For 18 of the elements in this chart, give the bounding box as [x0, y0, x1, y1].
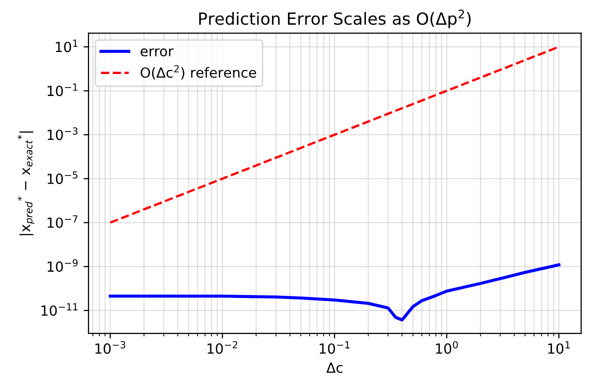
y-tick-label: 10$^{−11}$: [42, 303, 78, 316]
y-tick-label: 10$^{−9}$: [48, 259, 78, 272]
x-axis-title: Δc: [326, 362, 343, 373]
y-tick-label: 10$^{−7}$: [48, 215, 78, 228]
legend-label: error: [140, 48, 174, 56]
x-tick-label: 10$^{−2}$: [208, 341, 238, 354]
y-tick-label: 10$^{1}$: [56, 40, 78, 52]
y-tick-label: 10$^{−1}$: [48, 84, 78, 96]
line-series: [109, 46, 560, 224]
x-tick-label: 10$^{1}$: [548, 341, 570, 354]
chart-title: Prediction Error Scales as O(Δp$^{2}$): [199, 10, 471, 28]
y-tick-label: 10$^{−3}$: [48, 127, 78, 140]
legend-label: O(Δc$^{2}$) reference: [140, 65, 256, 80]
y-tick-label: 10$^{−5}$: [48, 171, 78, 184]
x-tick-label: 10$^{−1}$: [320, 341, 350, 354]
y-axis-title: |x$_{pred}$$^{*}$ − x$_{exact}$$^{*}$|: [18, 131, 34, 236]
x-tick-label: 10$^{−3}$: [95, 341, 126, 354]
x-tick-label: 10$^{0}$: [436, 341, 458, 354]
